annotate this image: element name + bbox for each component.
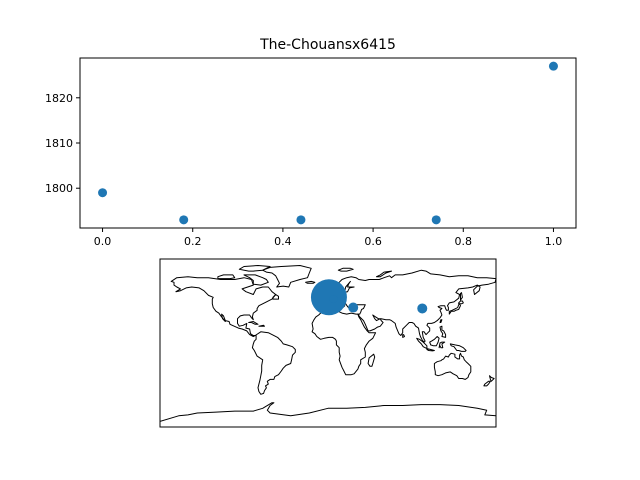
x-tick-label: 1.0 bbox=[545, 235, 563, 248]
map-point bbox=[310, 279, 347, 316]
coastline-sulawesi bbox=[438, 341, 446, 349]
map-frame bbox=[159, 258, 497, 428]
scatter-point bbox=[296, 215, 306, 225]
coastline-baffin bbox=[243, 274, 269, 286]
coastline-ellesmere bbox=[238, 265, 271, 272]
coastline-antarctica bbox=[160, 402, 496, 427]
x-tick-label: 0.0 bbox=[94, 235, 112, 248]
coastline-south-america bbox=[251, 331, 296, 395]
coastline-japan bbox=[448, 303, 461, 315]
coastline-africa bbox=[311, 308, 377, 376]
coastline-australia bbox=[433, 352, 472, 380]
map-points bbox=[310, 279, 428, 316]
coastline-madagascar bbox=[367, 353, 376, 367]
chart-title: The-Chouansx6415 bbox=[259, 37, 396, 53]
scatter-point bbox=[98, 188, 108, 198]
coastline-svalbard bbox=[337, 267, 354, 272]
coastline-sri-lanka bbox=[402, 334, 405, 338]
coastline-new-zealand-n bbox=[489, 375, 495, 382]
x-tick-label: 0.4 bbox=[274, 235, 292, 248]
scatter-axes: The-Chouansx6415 0.0 0.2 0.4 0.6 0.8 1.0 1800 1… bbox=[45, 37, 577, 248]
tick-group: 0.0 0.2 0.4 0.6 0.8 1.0 1800 1810 1820 bbox=[45, 92, 562, 248]
scatter-point bbox=[431, 215, 441, 225]
coastline-sakhalin bbox=[460, 292, 463, 301]
coastline-new-zealand-s bbox=[483, 380, 491, 387]
coastline-java bbox=[426, 348, 435, 352]
y-tick-label: 1820 bbox=[45, 92, 73, 105]
scatter-point bbox=[179, 215, 189, 225]
plot-area-frame bbox=[79, 57, 577, 229]
coastline-hispaniola bbox=[258, 324, 265, 327]
map-point bbox=[417, 303, 428, 314]
y-tick-label: 1800 bbox=[45, 182, 73, 195]
coastline-north-america bbox=[170, 276, 277, 337]
coastline-hokkaido bbox=[458, 300, 464, 305]
scatter-point bbox=[548, 61, 558, 71]
x-tick-label: 0.6 bbox=[364, 235, 382, 248]
scatter-points bbox=[98, 61, 558, 225]
coastline-philippines bbox=[439, 325, 447, 338]
x-tick-label: 0.8 bbox=[455, 235, 473, 248]
map-point bbox=[329, 295, 338, 304]
x-tick-label: 0.2 bbox=[184, 235, 202, 248]
coastline-borneo bbox=[429, 336, 440, 347]
coastline-victoria-isl bbox=[217, 274, 236, 280]
coastline-newfoundland bbox=[272, 294, 279, 300]
coastline-cuba bbox=[248, 321, 259, 325]
y-tick-label: 1810 bbox=[45, 137, 73, 150]
coastline-iceland bbox=[305, 280, 316, 284]
coastline-novaya-zemlya bbox=[376, 270, 392, 278]
coastline-taiwan bbox=[439, 319, 443, 323]
map-point bbox=[348, 302, 359, 313]
map-axes bbox=[159, 258, 497, 428]
coastline-new-guinea bbox=[449, 343, 467, 352]
coastline-greenland bbox=[262, 265, 312, 288]
coastline-europe-asia bbox=[319, 269, 496, 343]
